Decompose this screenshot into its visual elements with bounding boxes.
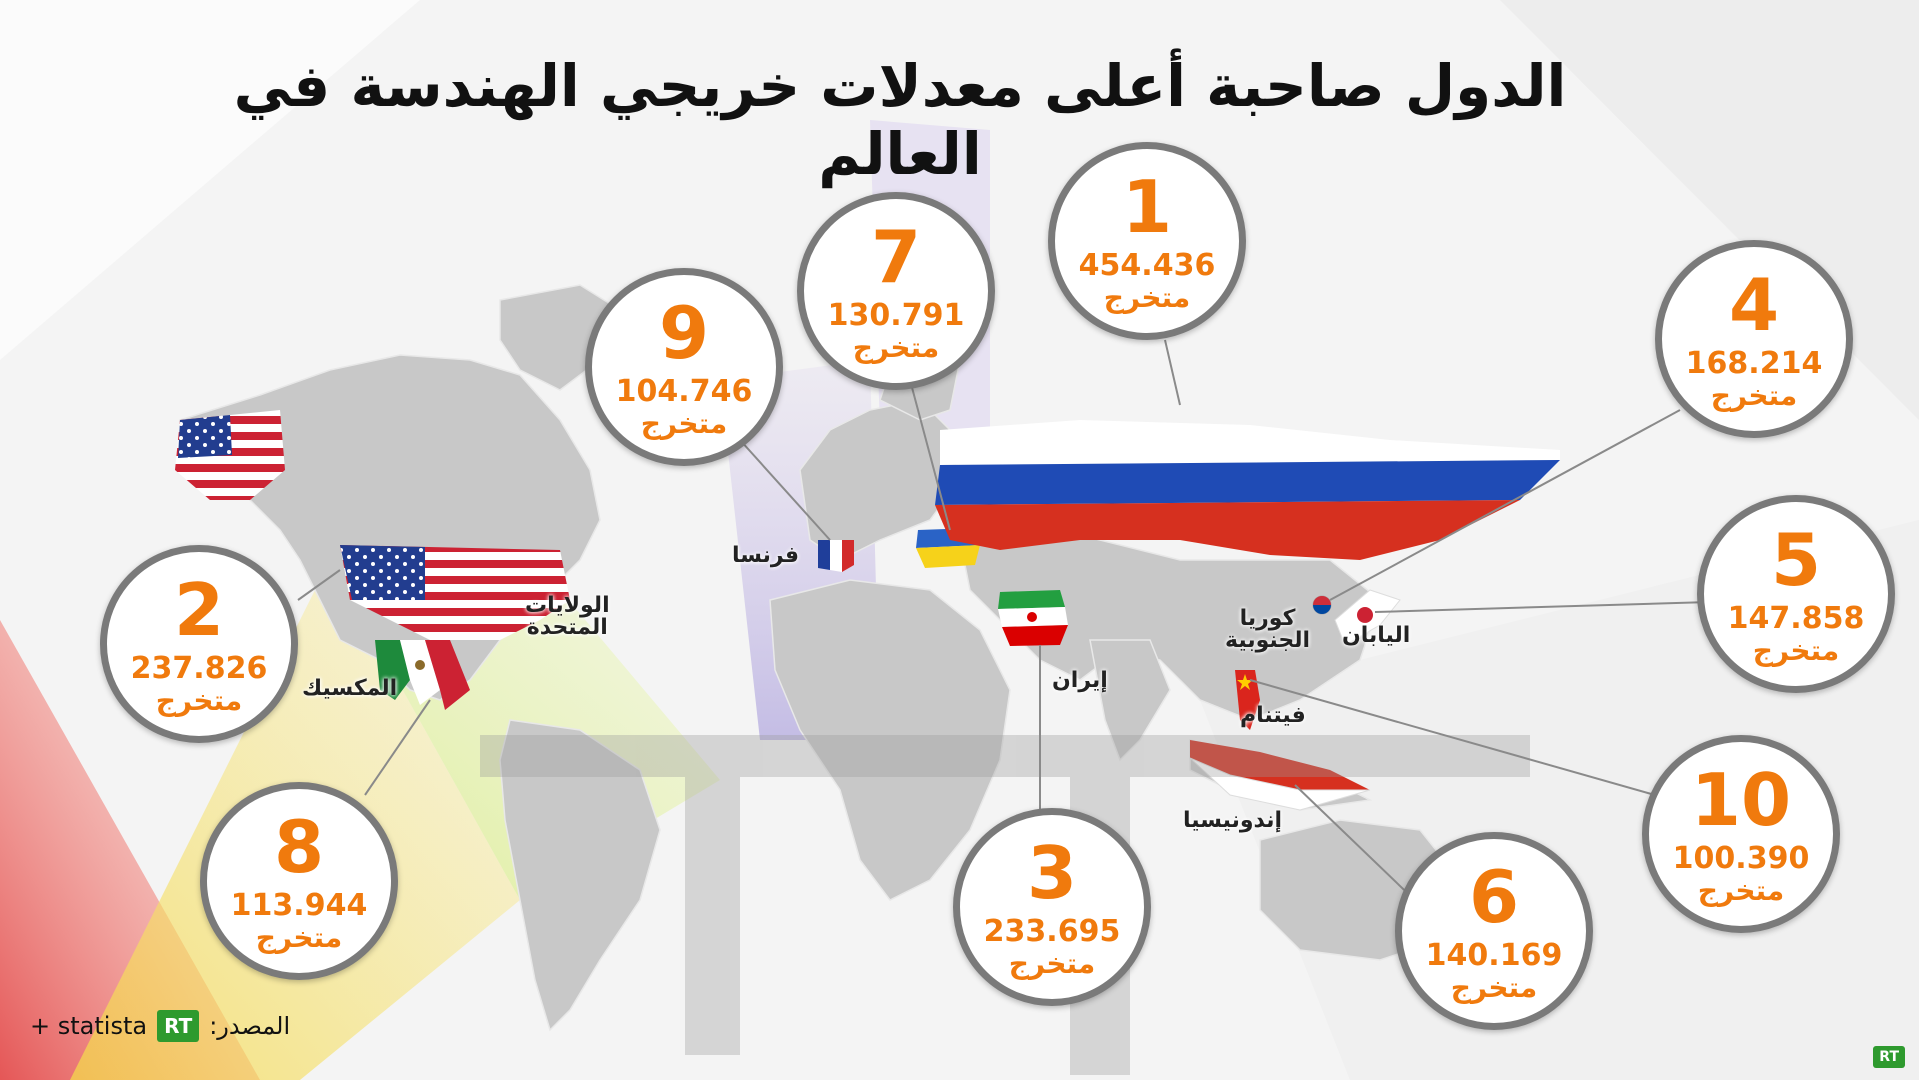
- source-credit: + statista RT المصدر:: [30, 1010, 290, 1042]
- country-label-japan: اليابان: [1342, 623, 1411, 648]
- country-label-usa-line2: المتحدة: [526, 615, 608, 640]
- country-label-russia: روسيا: [1162, 431, 1228, 456]
- graduates-unit: متخرج: [1450, 971, 1538, 1004]
- country-label-vietnam: فيتنام: [1240, 703, 1306, 728]
- country-label-indonesia: إندونيسيا: [1183, 808, 1283, 833]
- graduates-unit: متخرج: [852, 331, 940, 364]
- leader-line-10: [1249, 679, 1656, 796]
- rank-number: 7: [870, 215, 922, 299]
- graduates-unit: متخرج: [155, 684, 243, 717]
- rank-circle-9: 9 104.746 متخرج: [585, 268, 783, 466]
- rank-number: 8: [273, 805, 325, 889]
- landmass-india: [1089, 639, 1171, 762]
- graduates-value: 233.695: [983, 914, 1121, 949]
- rank-circle-2: 2 237.826 متخرج: [100, 545, 298, 743]
- landmass-africa: [769, 579, 1011, 901]
- rt-watermark: [480, 735, 1530, 777]
- graduates-value: 100.390: [1672, 841, 1810, 876]
- rank-number: 6: [1468, 855, 1520, 939]
- leader-line-4: [1329, 409, 1681, 601]
- rt-watermark: [685, 735, 740, 1055]
- country-label-mexico: المكسيك: [302, 676, 398, 701]
- leader-line-5: [1374, 601, 1711, 613]
- leader-line-8: [364, 699, 431, 796]
- rank-circle-8: 8 113.944 متخرج: [200, 782, 398, 980]
- country-label-korea-line2: الجنوبية: [1225, 628, 1311, 653]
- graduates-value: 113.944: [230, 888, 368, 923]
- landmass-asia: [959, 519, 1381, 721]
- source-suffix: + statista: [30, 1012, 148, 1040]
- page-title: الدول صاحبة أعلى معدلات خريجي الهندسة في…: [233, 52, 1567, 188]
- mexico-flag-shape: [375, 640, 470, 710]
- vietnam-flag-shape: [1235, 670, 1260, 730]
- graduates-unit: متخرج: [1752, 634, 1840, 667]
- country-label-iran: إيران: [1052, 668, 1108, 693]
- rank-number: 3: [1026, 831, 1078, 915]
- country-label-korea-line1: كوريا: [1239, 606, 1296, 631]
- graduates-value: 237.826: [130, 651, 268, 686]
- rank-circle-10: 10 100.390 متخرج: [1642, 735, 1840, 933]
- graduates-unit: متخرج: [1697, 874, 1785, 907]
- usa-alaska-flag-shape: [175, 410, 285, 500]
- graduates-value: 104.746: [615, 374, 753, 409]
- landmass-south-america: [499, 719, 661, 1032]
- country-label-usa: الولايات المتحدة: [525, 595, 610, 639]
- rank-number: 2: [173, 568, 225, 652]
- graduates-unit: متخرج: [1710, 379, 1798, 412]
- leader-line-9: [739, 439, 831, 541]
- leader-line-7: [909, 379, 951, 531]
- russia-flag-shape: [935, 420, 1560, 560]
- graduates-unit: متخرج: [255, 921, 343, 954]
- rank-circle-7: 7 130.791 متخرج: [797, 192, 995, 390]
- source-label: المصدر:: [209, 1012, 291, 1040]
- graduates-unit: متخرج: [1008, 947, 1096, 980]
- iran-flag-shape: [998, 590, 1068, 646]
- rank-circle-1: 1 454.436 متخرج: [1048, 142, 1246, 340]
- rank-number: 10: [1690, 758, 1792, 842]
- usa-flag-shape: [340, 545, 570, 640]
- rank-circle-6: 6 140.169 متخرج: [1395, 832, 1593, 1030]
- rank-circle-4: 4 168.214 متخرج: [1655, 240, 1853, 438]
- graduates-unit: متخرج: [640, 407, 728, 440]
- graduates-unit: متخرج: [1103, 281, 1191, 314]
- bg-facet: [0, 0, 420, 360]
- rt-corner-logo: RT: [1873, 1046, 1905, 1068]
- country-label-korea: كوريا الجنوبية: [1225, 608, 1310, 652]
- rank-circle-3: 3 233.695 متخرج: [953, 808, 1151, 1006]
- country-label-france: فرنسا: [732, 543, 799, 568]
- country-label-usa-line1: الولايات: [525, 593, 610, 618]
- leader-line-1: [1164, 339, 1181, 406]
- graduates-value: 140.169: [1425, 938, 1563, 973]
- indonesia-flag-shape: [1189, 740, 1371, 811]
- rank-number: 5: [1770, 518, 1822, 602]
- rank-number: 1: [1121, 165, 1173, 249]
- rank-number: 4: [1728, 263, 1780, 347]
- south-korea-flag-shape: [1312, 595, 1332, 615]
- graduates-value: 454.436: [1078, 248, 1216, 283]
- france-flag-shape: [818, 540, 854, 572]
- leader-line-2: [297, 569, 341, 601]
- graduates-value: 130.791: [827, 298, 965, 333]
- rank-number: 9: [658, 291, 710, 375]
- graduates-value: 168.214: [1685, 346, 1823, 381]
- rt-logo: RT: [157, 1010, 200, 1042]
- rank-circle-5: 5 147.858 متخرج: [1697, 495, 1895, 693]
- graduates-value: 147.858: [1727, 601, 1865, 636]
